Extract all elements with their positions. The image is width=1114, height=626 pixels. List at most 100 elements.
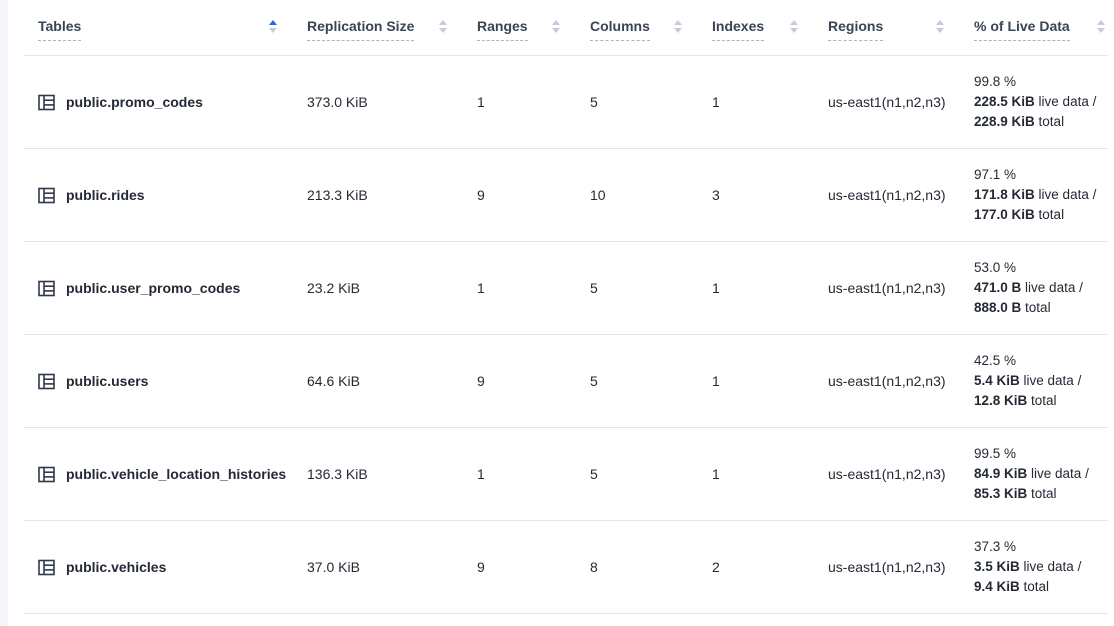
table-name-cell: public.rides bbox=[24, 187, 307, 204]
live-percent: 99.5 % bbox=[974, 446, 1017, 461]
ranges-cell: 9 bbox=[477, 559, 485, 575]
replication-size-cell: 37.0 KiB bbox=[307, 559, 360, 575]
ranges-cell: 1 bbox=[477, 280, 485, 296]
table-name-link[interactable]: public.promo_codes bbox=[66, 94, 203, 110]
indexes-cell: 1 bbox=[712, 94, 720, 110]
column-header[interactable]: Regions bbox=[828, 17, 974, 41]
regions-cell: us-east1(n1,n2,n3) bbox=[828, 94, 946, 110]
sort-icon[interactable] bbox=[261, 20, 277, 33]
column-header[interactable]: Replication Size bbox=[307, 17, 477, 41]
sort-desc-icon bbox=[790, 28, 798, 33]
column-header[interactable]: Columns bbox=[590, 17, 712, 41]
live-size-line: 228.5 KiB live data / bbox=[974, 94, 1097, 109]
sort-asc-icon bbox=[269, 20, 277, 25]
column-header-label: Tables bbox=[38, 17, 82, 41]
indexes-cell: 3 bbox=[712, 187, 720, 203]
columns-cell: 5 bbox=[590, 373, 598, 389]
indexes-cell: 1 bbox=[712, 466, 720, 482]
column-header[interactable]: Indexes bbox=[712, 17, 828, 41]
total-size-line: 85.3 KiB total bbox=[974, 486, 1057, 501]
column-header[interactable]: Ranges bbox=[477, 17, 590, 41]
live-data-cell: 99.5 % 84.9 KiB live data / 85.3 KiB tot… bbox=[974, 444, 1108, 504]
live-data-cell: 97.1 % 171.8 KiB live data / 177.0 KiB t… bbox=[974, 165, 1108, 225]
sort-icon[interactable] bbox=[928, 20, 944, 33]
live-percent: 42.5 % bbox=[974, 353, 1017, 368]
column-header-label: Columns bbox=[590, 17, 650, 41]
table-icon bbox=[38, 187, 55, 204]
live-size-line: 471.0 B live data / bbox=[974, 280, 1083, 295]
table-name-cell: public.user_promo_codes bbox=[24, 280, 307, 297]
table-row: public.vehicle_location_histories 136.3 … bbox=[24, 428, 1108, 521]
table-name-cell: public.promo_codes bbox=[24, 94, 307, 111]
total-size-line: 177.0 KiB total bbox=[974, 207, 1065, 222]
columns-cell: 5 bbox=[590, 280, 598, 296]
table-name-link[interactable]: public.vehicle_location_histories bbox=[66, 466, 287, 482]
live-size-line: 3.5 KiB live data / bbox=[974, 559, 1082, 574]
sort-desc-icon bbox=[674, 28, 682, 33]
total-size-line: 12.8 KiB total bbox=[974, 393, 1057, 408]
regions-cell: us-east1(n1,n2,n3) bbox=[828, 373, 946, 389]
table-header-row: Tables Replication Size Ranges Columns I… bbox=[24, 0, 1108, 56]
column-header-label: Replication Size bbox=[307, 17, 415, 41]
live-percent: 53.0 % bbox=[974, 260, 1017, 275]
sort-icon[interactable] bbox=[782, 20, 798, 33]
table-name-cell: public.vehicle_location_histories bbox=[24, 466, 307, 483]
column-header[interactable]: Tables bbox=[24, 17, 307, 41]
column-header-label: % of Live Data bbox=[974, 17, 1070, 41]
sort-icon[interactable] bbox=[431, 20, 447, 33]
table-name-link[interactable]: public.vehicles bbox=[66, 559, 167, 575]
columns-cell: 5 bbox=[590, 94, 598, 110]
table-name-cell: public.users bbox=[24, 373, 307, 390]
ranges-cell: 9 bbox=[477, 187, 485, 203]
table-icon bbox=[38, 559, 55, 576]
total-size-line: 9.4 KiB total bbox=[974, 579, 1050, 594]
table-name-link[interactable]: public.users bbox=[66, 373, 149, 389]
table-name-link[interactable]: public.rides bbox=[66, 187, 145, 203]
table-icon bbox=[38, 94, 55, 111]
sort-asc-icon bbox=[1097, 20, 1105, 25]
regions-cell: us-east1(n1,n2,n3) bbox=[828, 187, 946, 203]
regions-cell: us-east1(n1,n2,n3) bbox=[828, 559, 946, 575]
table-icon bbox=[38, 373, 55, 390]
tables-panel: Tables Replication Size Ranges Columns I… bbox=[8, 0, 1114, 626]
sort-desc-icon bbox=[936, 28, 944, 33]
column-header-label: Indexes bbox=[712, 17, 765, 41]
sort-icon[interactable] bbox=[544, 20, 560, 33]
live-size-line: 84.9 KiB live data / bbox=[974, 466, 1089, 481]
table-row: public.user_promo_codes 23.2 KiB 1 5 1 u… bbox=[24, 242, 1108, 335]
table-row: public.rides 213.3 KiB 9 10 3 us-east1(n… bbox=[24, 149, 1108, 242]
columns-cell: 10 bbox=[590, 187, 606, 203]
regions-cell: us-east1(n1,n2,n3) bbox=[828, 280, 946, 296]
column-header[interactable]: % of Live Data bbox=[974, 17, 1108, 41]
table-name-link[interactable]: public.user_promo_codes bbox=[66, 280, 241, 296]
live-percent: 97.1 % bbox=[974, 167, 1017, 182]
columns-cell: 5 bbox=[590, 466, 598, 482]
column-header-label: Ranges bbox=[477, 17, 528, 41]
sort-icon[interactable] bbox=[666, 20, 682, 33]
total-size-line: 228.9 KiB total bbox=[974, 114, 1065, 129]
sort-asc-icon bbox=[674, 20, 682, 25]
regions-cell: us-east1(n1,n2,n3) bbox=[828, 466, 946, 482]
live-percent: 99.8 % bbox=[974, 74, 1017, 89]
table-icon bbox=[38, 280, 55, 297]
sort-asc-icon bbox=[790, 20, 798, 25]
ranges-cell: 1 bbox=[477, 466, 485, 482]
indexes-cell: 1 bbox=[712, 373, 720, 389]
replication-size-cell: 136.3 KiB bbox=[307, 466, 368, 482]
table-body: public.promo_codes 373.0 KiB 1 5 1 us-ea… bbox=[24, 56, 1108, 614]
table-row: public.promo_codes 373.0 KiB 1 5 1 us-ea… bbox=[24, 56, 1108, 149]
live-data-cell: 53.0 % 471.0 B live data / 888.0 B total bbox=[974, 258, 1108, 318]
sort-asc-icon bbox=[936, 20, 944, 25]
sort-icon[interactable] bbox=[1089, 20, 1105, 33]
live-size-line: 171.8 KiB live data / bbox=[974, 187, 1097, 202]
indexes-cell: 2 bbox=[712, 559, 720, 575]
live-percent: 37.3 % bbox=[974, 539, 1017, 554]
sort-desc-icon bbox=[552, 28, 560, 33]
replication-size-cell: 373.0 KiB bbox=[307, 94, 368, 110]
total-size-line: 888.0 B total bbox=[974, 300, 1051, 315]
replication-size-cell: 64.6 KiB bbox=[307, 373, 360, 389]
replication-size-cell: 23.2 KiB bbox=[307, 280, 360, 296]
live-size-line: 5.4 KiB live data / bbox=[974, 373, 1082, 388]
ranges-cell: 9 bbox=[477, 373, 485, 389]
table-icon bbox=[38, 466, 55, 483]
